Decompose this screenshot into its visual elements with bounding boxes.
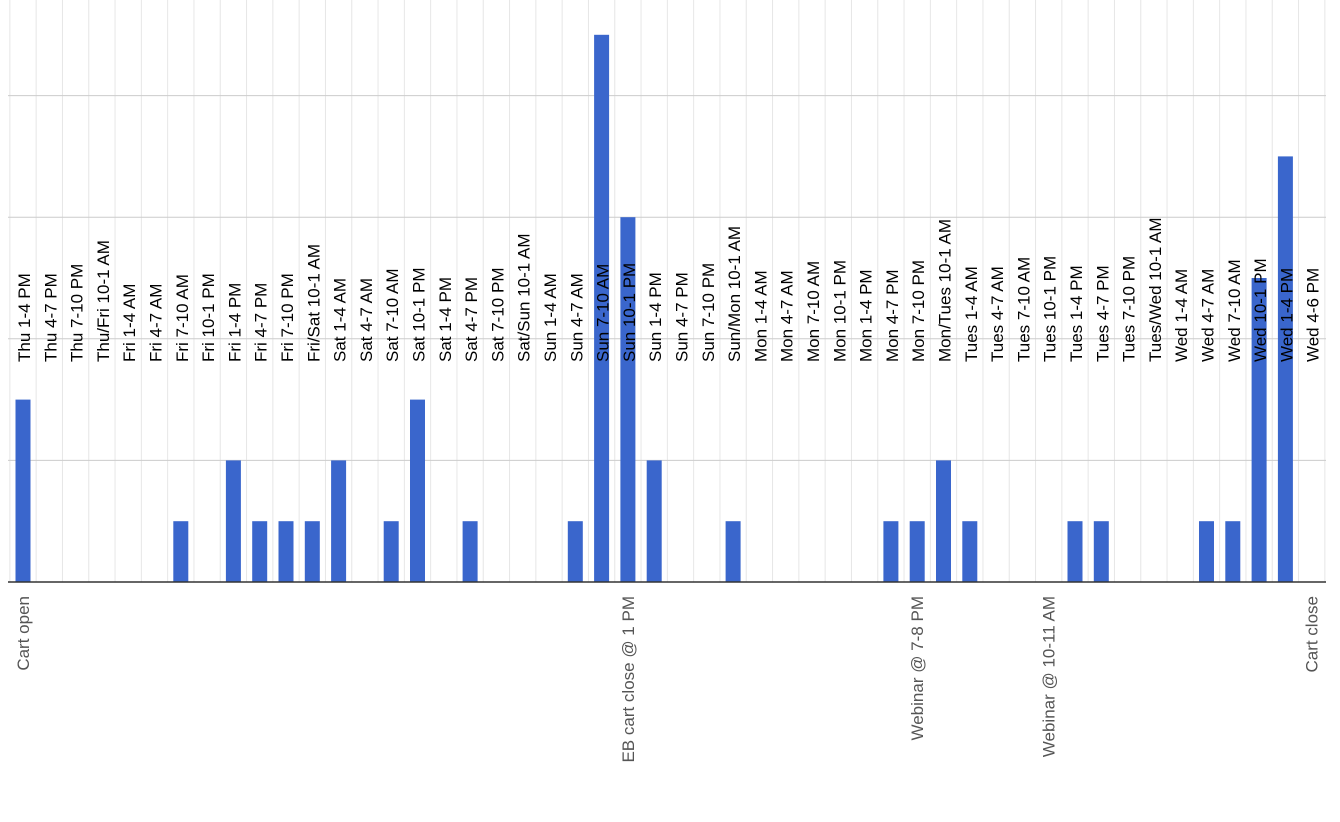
bar <box>15 399 31 582</box>
category-label: Fri 1-4 PM <box>225 283 244 362</box>
bar <box>331 460 347 582</box>
category-label: Tues 4-7 AM <box>988 266 1007 362</box>
bar <box>304 521 320 582</box>
bar <box>620 217 636 582</box>
category-label: Thu/Fri 10-1 AM <box>94 240 113 362</box>
category-label: Mon 1-4 PM <box>857 269 876 362</box>
category-label: Mon 7-10 AM <box>804 261 823 362</box>
category-label: Sat 4-7 AM <box>357 278 376 362</box>
annotation-label: Cart close <box>1303 596 1322 673</box>
bar <box>1199 521 1214 582</box>
annotations: Cart open EB cart close @ 1 PM Webinar @ 7… <box>14 596 1322 763</box>
bar <box>225 460 241 582</box>
category-label: Mon 4-7 AM <box>778 270 797 362</box>
category-label: Sun 1-4 AM <box>541 273 560 362</box>
category-label: Tues 1-4 PM <box>1067 265 1086 362</box>
category-label: Sun 7-10 PM <box>699 263 718 362</box>
category-label: Fri 7-10 PM <box>278 273 297 362</box>
bar <box>962 521 978 582</box>
category-label: Wed 7-10 AM <box>1225 259 1244 362</box>
category-label: Sun/Mon 10-1 AM <box>725 226 744 362</box>
category-label: Sat/Sun 10-1 AM <box>515 233 534 362</box>
annotation-label: Webinar @ 7-8 PM <box>908 596 927 741</box>
category-label: Mon 7-10 PM <box>909 260 928 362</box>
category-label: Thu 1-4 PM <box>15 273 34 362</box>
category-label: Wed 4-7 AM <box>1199 269 1218 362</box>
category-label: Sat 1-4 PM <box>436 277 455 362</box>
category-label: Thu 7-10 PM <box>68 264 87 362</box>
category-label: Tues 1-4 AM <box>962 266 981 362</box>
category-label: Fri 4-7 AM <box>147 284 166 362</box>
bar <box>278 521 294 582</box>
annotation-label: EB cart close @ 1 PM <box>619 596 638 763</box>
bar <box>646 460 662 582</box>
category-label: Tues 10-1 PM <box>1041 256 1060 362</box>
category-label: Sun 4-7 PM <box>673 272 692 362</box>
category-label: Mon 1-4 AM <box>751 270 770 362</box>
bar <box>462 521 478 582</box>
annotation-label: Webinar @ 10-11 AM <box>1040 596 1059 757</box>
category-label: Mon 4-7 PM <box>883 269 902 362</box>
category-label: Sun 1-4 PM <box>646 272 665 362</box>
bar <box>1093 521 1109 582</box>
category-label: Sun 7-10 AM <box>594 264 613 362</box>
gridlines <box>8 0 1326 582</box>
category-label: Sat 1-4 AM <box>331 278 350 362</box>
category-label: Sun 4-7 AM <box>567 273 586 362</box>
bar <box>725 521 741 582</box>
category-label: Fri 7-10 AM <box>173 274 192 362</box>
bar <box>1225 521 1241 582</box>
bar <box>594 34 610 583</box>
bar <box>1277 156 1293 582</box>
category-label: Sat 10-1 PM <box>410 268 429 363</box>
category-label: Wed 4-6 PM <box>1304 268 1323 362</box>
category-label: Wed 1-4 AM <box>1172 269 1191 362</box>
category-label: Fri 10-1 PM <box>199 273 218 362</box>
bar <box>1251 278 1267 582</box>
category-label: Fri/Sat 10-1 AM <box>304 244 323 362</box>
bar <box>383 521 399 582</box>
bar <box>567 521 583 582</box>
category-label: Sat 7-10 PM <box>488 267 507 362</box>
category-label: Tues 4-7 PM <box>1093 265 1112 362</box>
bar <box>909 521 925 582</box>
bars <box>15 34 1293 583</box>
bar <box>252 521 268 582</box>
bar <box>410 399 425 582</box>
category-label: Mon 10-1 PM <box>830 260 849 362</box>
annotation-label: Cart open <box>14 596 33 671</box>
category-label: Sat 4-7 PM <box>462 277 481 362</box>
category-label: Mon/Tues 10-1 AM <box>936 219 955 362</box>
category-label: Tues 7-10 PM <box>1120 256 1139 362</box>
category-labels: Thu 1-4 PM Thu 4-7 PM Thu 7-10 PM Thu/Fri 1… <box>15 217 1323 362</box>
category-label: Fri 4-7 PM <box>252 283 271 362</box>
bar <box>936 460 951 582</box>
category-label: Fri 1-4 AM <box>120 284 139 362</box>
bar <box>173 521 189 582</box>
category-label: Tues 7-10 AM <box>1014 257 1033 362</box>
category-label: Sat 7-10 AM <box>383 268 402 362</box>
category-label: Sun 10-1 PM <box>620 263 639 362</box>
category-label: Wed 10-1 PM <box>1251 258 1270 362</box>
category-label: Tues/Wed 10-1 AM <box>1146 217 1165 362</box>
bar <box>883 521 899 582</box>
category-label: Thu 4-7 PM <box>41 273 60 362</box>
bar <box>1067 521 1083 582</box>
category-label: Wed 1-4 PM <box>1277 268 1296 362</box>
